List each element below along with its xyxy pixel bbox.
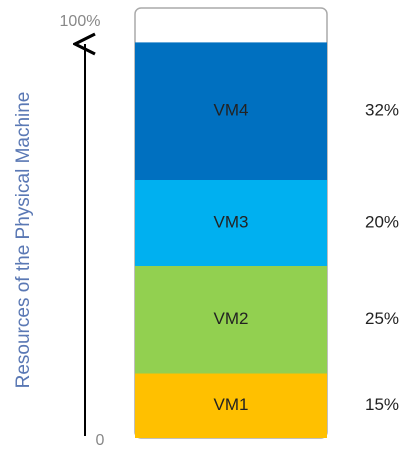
y-axis-title: Resources of the Physical Machine	[13, 92, 34, 389]
bar-segment	[135, 180, 327, 266]
segment-label: VM4	[214, 101, 249, 120]
bar-segment	[135, 266, 327, 374]
value-label: 20%	[365, 212, 399, 231]
value-label: 32%	[365, 101, 399, 120]
value-label: 15%	[365, 395, 399, 414]
bar-segment	[135, 42, 327, 181]
segment-label: VM1	[214, 395, 249, 414]
y-tick-label: 100%	[60, 13, 101, 30]
segment-label: VM2	[214, 309, 249, 328]
value-label: 25%	[365, 309, 399, 328]
segment-label: VM3	[214, 212, 249, 231]
bar-segment	[135, 373, 327, 438]
y-tick-label: 0	[96, 432, 105, 449]
